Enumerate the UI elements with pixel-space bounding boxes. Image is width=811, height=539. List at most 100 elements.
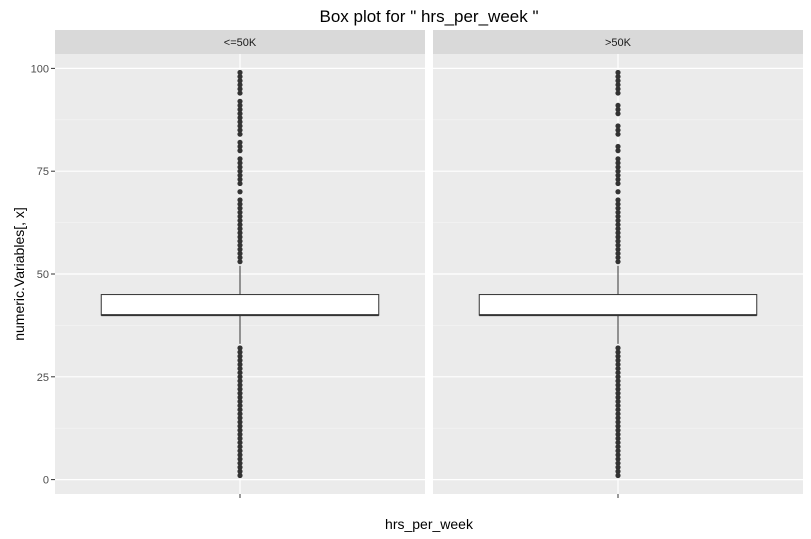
outlier-point — [615, 259, 621, 265]
outlier-point — [615, 148, 621, 154]
outlier-point — [237, 361, 243, 368]
facet-strip — [433, 30, 803, 54]
outlier-point — [237, 468, 243, 474]
outlier-point — [237, 238, 243, 244]
outlier-point — [237, 448, 243, 454]
outlier-point — [615, 74, 621, 80]
outlier-point — [615, 197, 621, 203]
outlier-point — [615, 127, 621, 133]
outlier-point — [615, 213, 621, 220]
outlier-point — [615, 398, 621, 405]
outlier-point — [237, 160, 243, 166]
outlier-point — [237, 439, 243, 446]
outlier-point — [615, 357, 621, 363]
outlier-point — [237, 254, 243, 261]
y-tick-label: 0 — [43, 475, 49, 487]
outlier-point — [237, 168, 243, 174]
outlier-point — [615, 201, 621, 207]
outlier-point — [237, 374, 243, 380]
outlier-point — [237, 456, 243, 462]
y-tick-label: 25 — [37, 372, 49, 384]
outlier-point — [615, 452, 621, 458]
outlier-point — [237, 378, 243, 384]
outlier-point — [237, 98, 243, 104]
chart-title: Box plot for " hrs_per_week " — [319, 7, 538, 26]
outlier-point — [237, 427, 243, 433]
outlier-point — [615, 82, 621, 88]
outlier-point — [237, 180, 243, 187]
outlier-point — [237, 139, 243, 146]
outlier-point — [615, 226, 621, 232]
outlier-point — [615, 468, 621, 474]
outlier-point — [615, 254, 621, 261]
outlier-point — [615, 365, 621, 372]
y-tick-label: 50 — [37, 269, 49, 281]
outlier-point — [615, 222, 621, 228]
outlier-point — [237, 106, 243, 113]
outlier-point — [615, 390, 621, 396]
outlier-point — [615, 176, 621, 183]
outlier-point — [237, 246, 243, 252]
outlier-point — [615, 349, 621, 355]
outlier-point — [615, 411, 621, 417]
outlier-point — [615, 382, 621, 388]
outlier-point — [237, 402, 243, 409]
outlier-point — [237, 382, 243, 388]
outlier-point — [237, 127, 243, 133]
outlier-point — [615, 111, 621, 117]
outlier-point — [237, 365, 243, 372]
outlier-point — [615, 168, 621, 174]
outlier-point — [237, 123, 243, 129]
outlier-point — [237, 209, 243, 215]
iqr-box — [478, 294, 758, 316]
outlier-point — [237, 370, 243, 376]
outlier-point — [237, 242, 243, 248]
outlier-point — [237, 452, 243, 458]
outlier-point — [237, 90, 243, 96]
outlier-point — [237, 143, 243, 150]
outlier-point — [615, 78, 621, 84]
outlier-point — [237, 217, 243, 224]
outlier-point — [237, 349, 243, 355]
outlier-point — [237, 230, 243, 236]
outlier-point — [615, 419, 621, 425]
outlier-point — [615, 353, 621, 359]
outlier-point — [615, 106, 621, 113]
outlier-point — [615, 86, 621, 92]
outlier-point — [615, 448, 621, 454]
outlier-point — [615, 423, 621, 429]
outlier-point — [237, 431, 243, 437]
outlier-point — [615, 361, 621, 368]
outlier-point — [615, 444, 621, 450]
y-tick-label: 75 — [37, 166, 49, 178]
outlier-point — [615, 370, 621, 376]
outlier-point — [237, 411, 243, 417]
outlier-point — [237, 111, 243, 117]
outlier-point — [615, 394, 621, 400]
outlier-point — [615, 160, 621, 166]
outlier-point — [237, 213, 243, 220]
outlier-point — [237, 201, 243, 207]
iqr-box — [100, 294, 380, 316]
outlier-point — [237, 86, 243, 92]
facet-panel: <=50K — [55, 30, 425, 498]
outlier-point — [615, 246, 621, 252]
outlier-point — [237, 74, 243, 80]
outlier-point — [237, 460, 243, 466]
outlier-point — [237, 82, 243, 88]
outlier-point — [237, 386, 243, 392]
outlier-point — [237, 115, 243, 121]
outlier-point — [237, 472, 243, 479]
outlier-point — [237, 164, 243, 170]
outlier-point — [237, 423, 243, 429]
outlier-point — [615, 402, 621, 409]
outlier-point — [237, 345, 243, 351]
outlier-point — [615, 374, 621, 380]
outlier-point — [237, 259, 243, 265]
outlier-point — [615, 164, 621, 170]
outlier-point — [615, 250, 621, 257]
outlier-point — [615, 415, 621, 421]
outlier-point — [615, 435, 621, 442]
outlier-point — [615, 180, 621, 187]
